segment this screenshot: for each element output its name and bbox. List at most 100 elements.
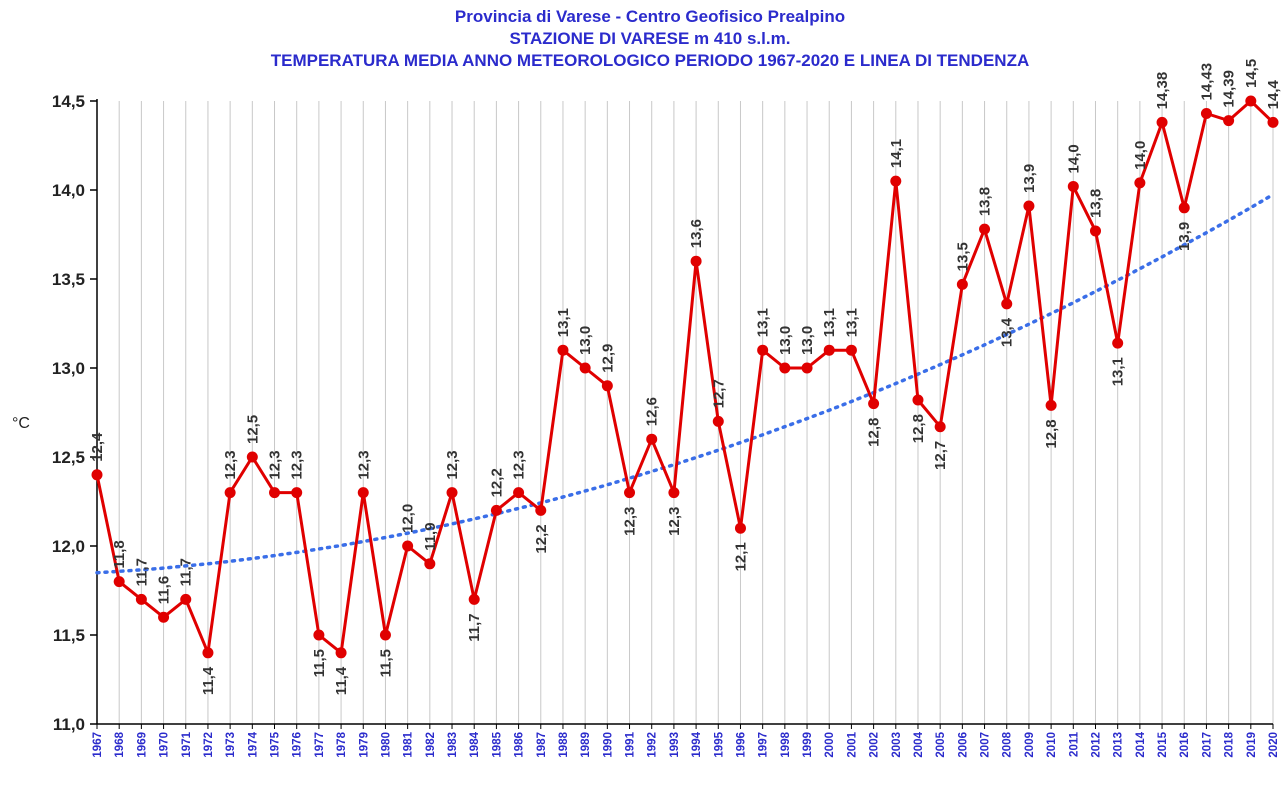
x-tick-label-1973: 1973 bbox=[225, 732, 237, 758]
data-point-2018 bbox=[1223, 115, 1235, 127]
data-point-2005 bbox=[934, 421, 946, 433]
data-label-2007: 13,8 bbox=[977, 187, 994, 216]
x-tick-label-1974: 1974 bbox=[247, 731, 259, 757]
data-point-1969 bbox=[135, 593, 147, 605]
data-label-2020: 14,4 bbox=[1265, 80, 1282, 110]
x-tick-label-2005: 2005 bbox=[935, 731, 947, 757]
data-label-2004: 12,8 bbox=[910, 414, 927, 443]
x-tick-label-2020: 2020 bbox=[1268, 732, 1280, 758]
axes bbox=[96, 99, 1273, 725]
x-tick-label-1985: 1985 bbox=[491, 731, 503, 757]
data-point-1993 bbox=[668, 487, 680, 499]
data-point-2004 bbox=[912, 394, 924, 406]
y-tick-label: 14,5 bbox=[52, 92, 85, 111]
data-point-1996 bbox=[734, 522, 746, 534]
x-tick-label-2009: 2009 bbox=[1024, 732, 1036, 758]
x-tick-label-1977: 1977 bbox=[314, 732, 326, 758]
data-label-1990: 12,9 bbox=[599, 344, 616, 373]
data-point-1978 bbox=[335, 647, 347, 659]
data-label-1997: 13,1 bbox=[755, 308, 772, 337]
x-tick-label-1976: 1976 bbox=[292, 732, 304, 758]
data-point-1979 bbox=[357, 487, 369, 499]
data-point-2019 bbox=[1245, 95, 1257, 107]
data-label-1978: 11,4 bbox=[333, 666, 350, 695]
y-tick-label: 11,5 bbox=[53, 626, 85, 645]
data-point-2002 bbox=[868, 398, 880, 410]
data-label-2013: 13,1 bbox=[1110, 357, 1127, 386]
data-point-1977 bbox=[313, 629, 325, 641]
data-point-2014 bbox=[1134, 177, 1146, 189]
x-tick-label-1968: 1968 bbox=[114, 731, 126, 757]
data-label-2019: 14,5 bbox=[1243, 59, 1260, 88]
data-label-1994: 13,6 bbox=[688, 219, 705, 248]
data-point-2013 bbox=[1112, 337, 1124, 349]
data-point-1986 bbox=[513, 487, 525, 499]
data-label-1969: 11,7 bbox=[133, 558, 150, 586]
y-axis-label: °C bbox=[12, 415, 30, 432]
x-tick-label-1979: 1979 bbox=[358, 732, 370, 758]
data-point-1976 bbox=[291, 487, 303, 499]
x-tick-label-2012: 2012 bbox=[1090, 732, 1102, 758]
data-point-1967 bbox=[91, 469, 103, 481]
data-label-2003: 14,1 bbox=[888, 139, 905, 168]
x-tick-label-2013: 2013 bbox=[1113, 732, 1125, 758]
data-point-1985 bbox=[490, 504, 502, 516]
x-tick-label-1982: 1982 bbox=[425, 732, 437, 758]
x-tick-label-2003: 2003 bbox=[891, 732, 903, 758]
x-tick-label-2016: 2016 bbox=[1179, 732, 1191, 758]
data-label-2005: 12,7 bbox=[932, 441, 949, 470]
data-point-2020 bbox=[1267, 116, 1279, 128]
x-tick-label-1988: 1988 bbox=[558, 731, 570, 757]
data-point-1980 bbox=[379, 629, 391, 641]
x-tick-label-1972: 1972 bbox=[203, 732, 215, 758]
data-point-1990 bbox=[601, 380, 613, 392]
data-label-1985: 12,2 bbox=[488, 468, 505, 497]
data-label-1995: 12,7 bbox=[710, 379, 727, 408]
chart-title-group: Provincia di Varese - Centro Geofisico P… bbox=[271, 7, 1029, 70]
data-label-1988: 13,1 bbox=[555, 308, 572, 337]
x-tick-label-1989: 1989 bbox=[580, 732, 592, 758]
data-point-1968 bbox=[113, 576, 125, 588]
chart-title-line-1: Provincia di Varese - Centro Geofisico P… bbox=[455, 7, 845, 26]
data-label-2001: 13,1 bbox=[843, 308, 860, 337]
data-label-1975: 12,3 bbox=[267, 450, 284, 479]
data-point-2008 bbox=[1001, 298, 1013, 310]
data-point-1994 bbox=[690, 255, 702, 267]
data-point-1970 bbox=[158, 611, 170, 623]
y-tick-label: 12,5 bbox=[52, 448, 85, 467]
x-tick-label-1996: 1996 bbox=[735, 732, 747, 758]
data-point-2017 bbox=[1200, 107, 1212, 119]
data-label-2000: 13,1 bbox=[821, 308, 838, 337]
x-tick-label-1995: 1995 bbox=[713, 731, 725, 757]
x-tick-label-1986: 1986 bbox=[514, 732, 526, 758]
data-point-1972 bbox=[202, 647, 214, 659]
data-point-1971 bbox=[180, 593, 192, 605]
data-label-2009: 13,9 bbox=[1021, 164, 1038, 193]
data-label-1982: 11,9 bbox=[422, 522, 439, 550]
data-point-2009 bbox=[1023, 200, 1035, 212]
data-point-1982 bbox=[424, 558, 436, 570]
data-point-1983 bbox=[446, 487, 458, 499]
data-label-1972: 11,4 bbox=[200, 666, 217, 695]
data-point-1995 bbox=[712, 415, 724, 427]
x-tick-label-2017: 2017 bbox=[1201, 732, 1213, 758]
x-tick-label-2015: 2015 bbox=[1157, 731, 1169, 757]
x-tick-label-2006: 2006 bbox=[957, 732, 969, 758]
data-label-1999: 13,0 bbox=[799, 326, 816, 355]
data-label-1996: 12,1 bbox=[732, 542, 749, 571]
x-tick-label-1983: 1983 bbox=[447, 732, 459, 758]
x-tick-label-1978: 1978 bbox=[336, 731, 348, 757]
x-tick-label-1999: 1999 bbox=[802, 732, 814, 758]
data-point-1987 bbox=[535, 504, 547, 516]
data-label-1971: 11,7 bbox=[178, 558, 195, 586]
chart-title-line-2: STAZIONE DI VARESE m 410 s.l.m. bbox=[510, 29, 791, 48]
x-tick-label-2007: 2007 bbox=[980, 732, 992, 758]
data-label-1987: 12,2 bbox=[533, 524, 550, 553]
data-label-2015: 14,38 bbox=[1154, 72, 1171, 110]
data-label-2012: 13,8 bbox=[1087, 189, 1104, 218]
data-point-1991 bbox=[624, 487, 636, 499]
data-label-1986: 12,3 bbox=[511, 450, 528, 479]
data-point-1999 bbox=[801, 362, 813, 374]
data-label-1967: 12,4 bbox=[89, 432, 106, 462]
data-label-2002: 12,8 bbox=[866, 418, 883, 447]
